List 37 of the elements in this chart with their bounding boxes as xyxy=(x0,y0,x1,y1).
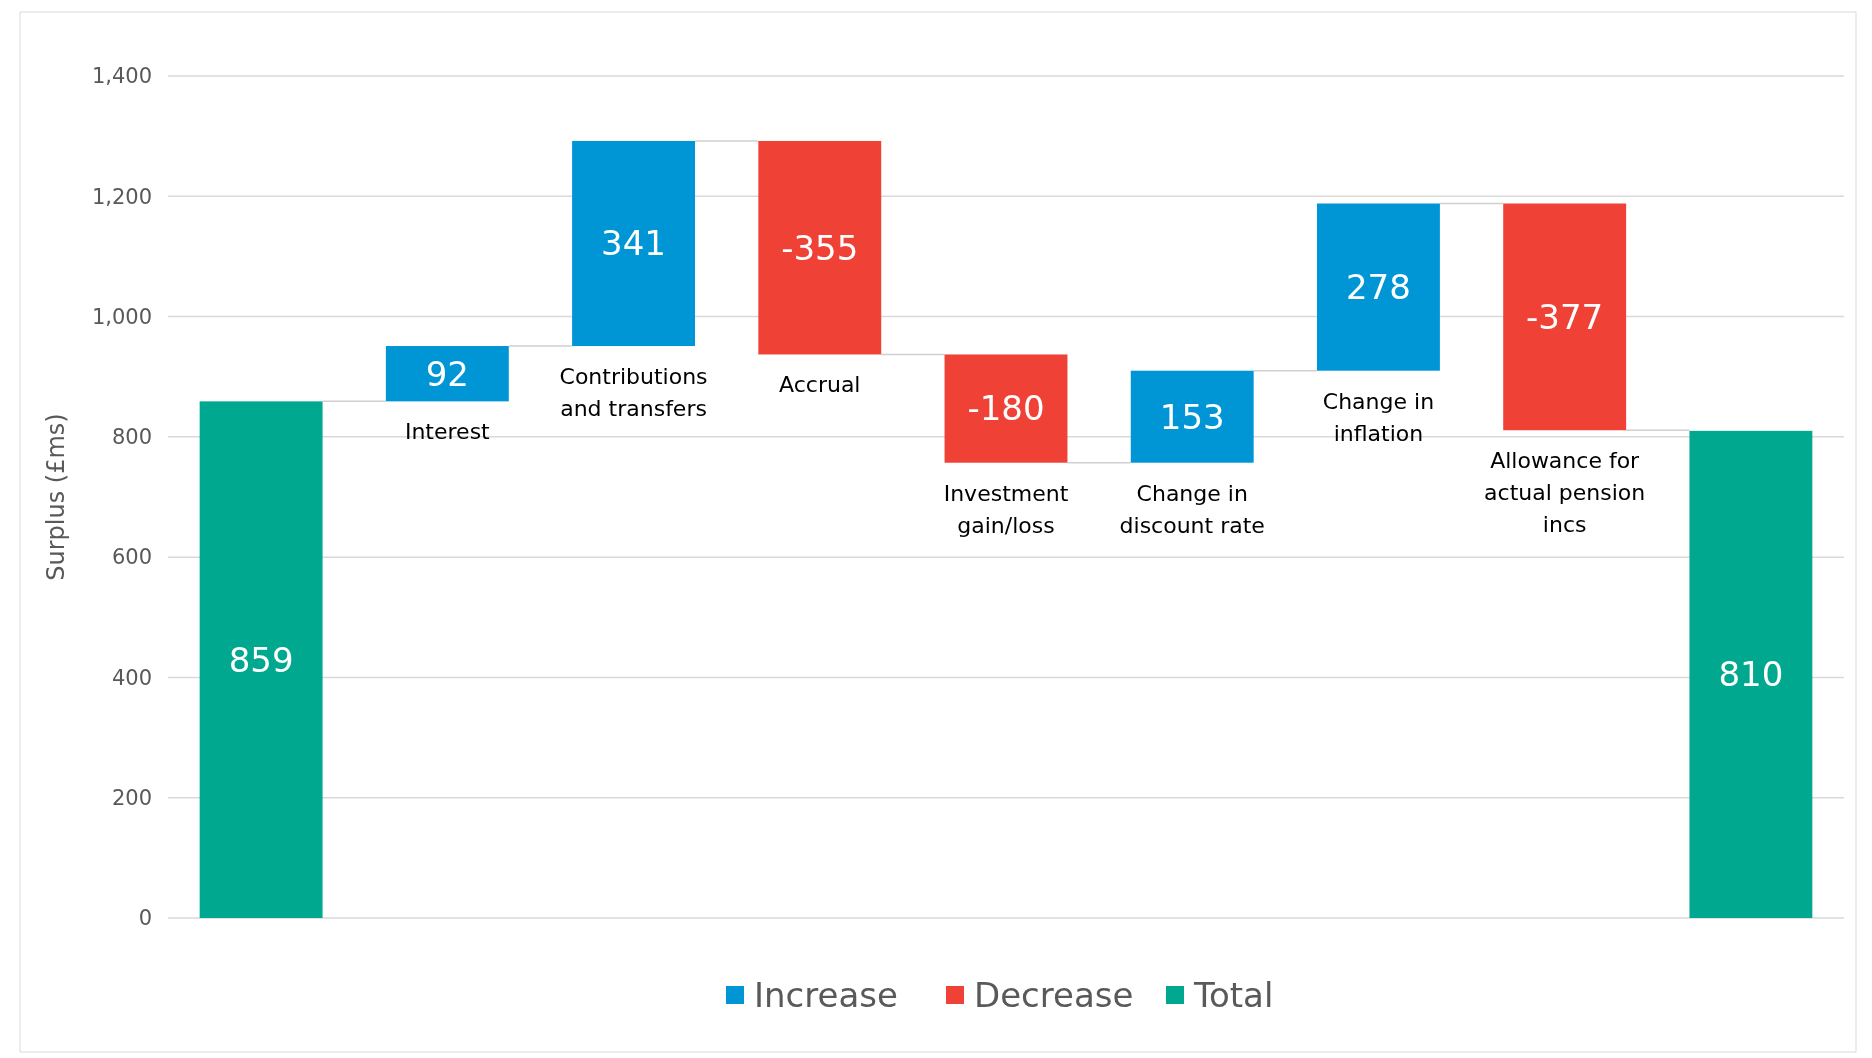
data-label: -355 xyxy=(781,227,859,268)
x-tick-label: Change in inflation xyxy=(1322,388,1435,446)
data-label: 153 xyxy=(1159,396,1225,437)
bar xyxy=(199,401,323,918)
bar xyxy=(1316,203,1440,371)
x-tick-label: Investment gain/loss xyxy=(943,480,1069,538)
bar xyxy=(572,140,696,347)
data-label: -180 xyxy=(967,388,1045,429)
data-label: 92 xyxy=(425,353,469,394)
x-tick-label: Allowance for actual pension incs xyxy=(1484,448,1646,538)
data-label: 341 xyxy=(601,223,667,264)
bar xyxy=(758,140,882,355)
x-tick-label: Interest xyxy=(404,419,491,445)
y-tick-label: 1,000 xyxy=(91,304,152,329)
data-label: 810 xyxy=(1718,654,1784,695)
y-axis-title: Surplus (£ms) xyxy=(42,413,70,581)
y-tick-label: 800 xyxy=(111,425,152,450)
bar xyxy=(385,346,509,402)
y-tick-label: 200 xyxy=(111,786,152,811)
y-tick-label: 0 xyxy=(138,906,152,931)
y-tick-label: 1,400 xyxy=(91,64,152,89)
legend-label: Total xyxy=(1193,974,1274,1015)
x-tick-label: Change in discount rate xyxy=(1119,480,1265,538)
bar xyxy=(1689,430,1813,918)
x-tick-label: Contributions and transfers xyxy=(559,364,708,422)
data-label: -377 xyxy=(1526,296,1604,337)
y-tick-label: 1,200 xyxy=(91,184,152,209)
bar xyxy=(1130,370,1254,463)
x-tick-label: Accrual xyxy=(779,372,861,398)
y-tick-label: 600 xyxy=(111,545,152,570)
bar xyxy=(1503,203,1627,431)
y-tick-label: 400 xyxy=(111,665,152,690)
data-label: 278 xyxy=(1345,267,1411,307)
legend-label: Increase xyxy=(754,974,898,1015)
bar xyxy=(944,354,1068,463)
data-label: 859 xyxy=(228,639,294,680)
legend-label: Decrease xyxy=(974,974,1134,1015)
